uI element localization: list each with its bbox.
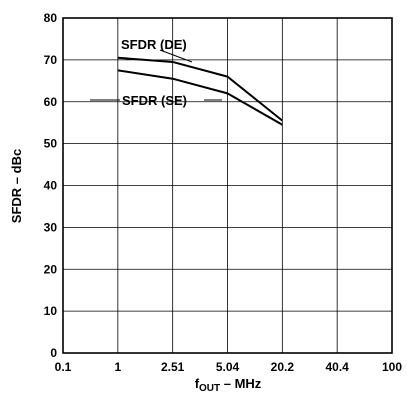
y-tick-label: 10 — [44, 304, 58, 318]
x-tick-label: 2.51 — [161, 360, 185, 374]
x-tick-label: 20.2 — [271, 360, 295, 374]
x-tick-labels: 0.1 1 2.51 5.04 20.2 40.4 100 — [55, 360, 403, 374]
plot-frame — [62, 17, 393, 354]
sfdr-de-label: SFDR (DE) — [121, 37, 187, 52]
series-line-sfdr-se — [117, 69, 283, 126]
y-tick-labels: 0 10 20 30 40 50 60 70 80 — [44, 11, 58, 360]
x-tick-label: 1 — [114, 360, 121, 374]
y-tick-label: 0 — [50, 346, 57, 360]
y-tick-label: 60 — [44, 95, 58, 109]
y-axis-title: SFDR – dBc — [9, 149, 24, 223]
x-axis-title: fOUT – MHz — [195, 376, 262, 394]
x-tick-label: 100 — [382, 360, 402, 374]
y-tick-label: 80 — [44, 11, 58, 25]
y-tick-label: 70 — [44, 53, 58, 67]
series-lines — [117, 56, 283, 126]
y-tick-label: 50 — [44, 137, 58, 151]
x-tick-label: 0.1 — [55, 360, 72, 374]
y-tick-label: 40 — [44, 179, 58, 193]
y-tick-label: 30 — [44, 220, 58, 234]
x-tick-label: 40.4 — [325, 360, 349, 374]
sfdr-se-label: SFDR (SE) — [122, 93, 187, 108]
x-tick-label: 5.04 — [216, 360, 240, 374]
series-line-sfdr-de — [117, 56, 283, 122]
series-annotations: SFDR (DE) SFDR (SE) — [90, 37, 222, 108]
y-tick-label: 20 — [44, 262, 58, 276]
sfdr-de-leader — [159, 49, 193, 63]
grid — [63, 18, 392, 353]
